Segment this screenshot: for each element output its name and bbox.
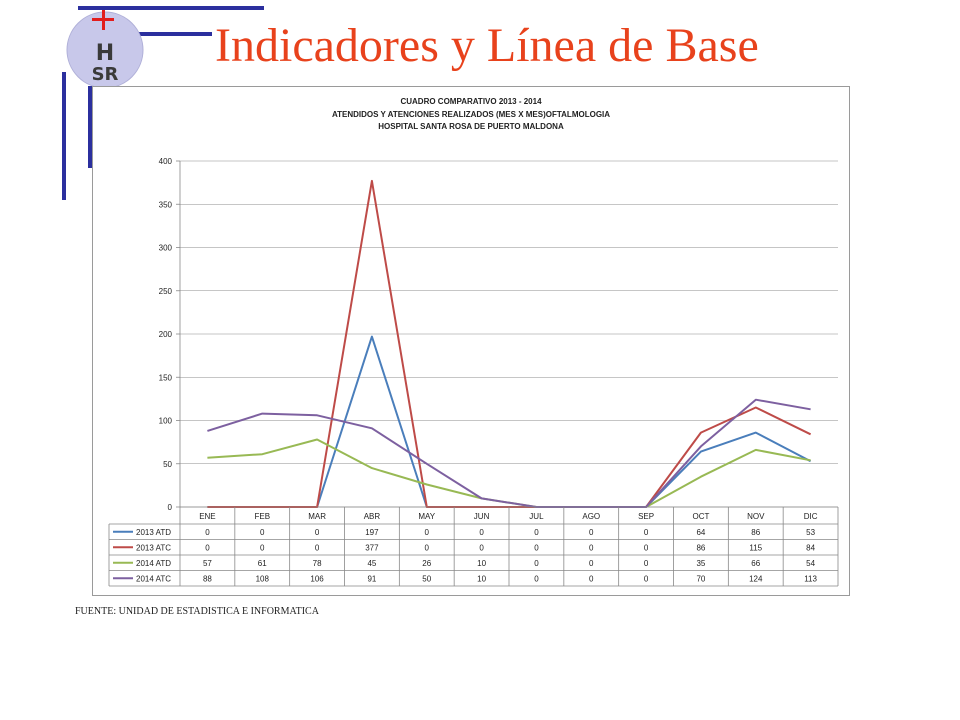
decor-line-left-inner bbox=[88, 86, 92, 168]
data-label-s4-ago: 0 bbox=[589, 574, 594, 583]
data-label-s2-may: 0 bbox=[425, 543, 430, 552]
series-line-2 bbox=[207, 179, 812, 508]
data-label-s2-jun: 0 bbox=[479, 543, 484, 552]
data-label-s1-feb: 0 bbox=[260, 528, 265, 537]
data-label-s3-sep: 0 bbox=[644, 559, 649, 568]
data-label-s3-ago: 0 bbox=[589, 559, 594, 568]
data-label-s3-nov: 66 bbox=[751, 559, 760, 568]
legend-label-1: 2013 ATD bbox=[136, 528, 171, 537]
data-label-s3-dic: 54 bbox=[806, 559, 815, 568]
chart-title: CUADRO COMPARATIVO 2013 - 2014 bbox=[400, 97, 542, 106]
legend-label-2: 2013 ATC bbox=[136, 543, 171, 552]
x-category-label-abr: ABR bbox=[364, 512, 381, 521]
data-label-s1-jul: 0 bbox=[534, 528, 539, 537]
data-label-s1-dic: 53 bbox=[806, 528, 815, 537]
data-label-s2-jul: 0 bbox=[534, 543, 539, 552]
decor-line-left bbox=[62, 72, 66, 200]
data-label-s4-oct: 70 bbox=[696, 574, 705, 583]
data-label-s2-ago: 0 bbox=[589, 543, 594, 552]
data-label-s4-abr: 91 bbox=[367, 574, 376, 583]
data-label-s4-sep: 0 bbox=[644, 574, 649, 583]
data-label-s1-mar: 0 bbox=[315, 528, 320, 537]
legend-label-4: 2014 ATC bbox=[136, 574, 171, 583]
y-tick-label-0: 0 bbox=[168, 503, 173, 512]
x-category-label-mar: MAR bbox=[308, 512, 326, 521]
data-label-s1-ago: 0 bbox=[589, 528, 594, 537]
data-label-s4-jul: 0 bbox=[534, 574, 539, 583]
data-label-s3-jun: 10 bbox=[477, 559, 486, 568]
y-tick-label-50: 50 bbox=[163, 460, 172, 469]
data-label-s4-feb: 108 bbox=[256, 574, 270, 583]
line-chart: CUADRO COMPARATIVO 2013 - 2014 ATENDIDOS … bbox=[108, 97, 839, 587]
chart-frame: CUADRO COMPARATIVO 2013 - 2014 ATENDIDOS … bbox=[92, 86, 850, 596]
data-label-s1-sep: 0 bbox=[644, 528, 649, 537]
data-label-s1-ene: 0 bbox=[205, 528, 210, 537]
x-category-label-dic: DIC bbox=[804, 512, 818, 521]
legend-label-3: 2014 ATD bbox=[136, 559, 171, 568]
data-label-s1-abr: 197 bbox=[365, 528, 379, 537]
data-label-s1-oct: 64 bbox=[696, 528, 705, 537]
series-line-4 bbox=[207, 398, 811, 508]
data-label-s4-may: 50 bbox=[422, 574, 431, 583]
data-label-s2-nov: 115 bbox=[749, 543, 762, 552]
data-label-s1-jun: 0 bbox=[479, 528, 484, 537]
y-tick-label-100: 100 bbox=[159, 417, 173, 426]
data-label-s3-feb: 61 bbox=[258, 559, 267, 568]
data-label-s3-jul: 0 bbox=[534, 559, 539, 568]
x-category-label-may: MAY bbox=[418, 512, 435, 521]
data-label-s3-may: 26 bbox=[422, 559, 431, 568]
data-label-s2-dic: 84 bbox=[806, 543, 815, 552]
data-label-s2-sep: 0 bbox=[644, 543, 649, 552]
slide-title: Indicadores y Línea de Base bbox=[215, 19, 759, 72]
svg-text:H: H bbox=[96, 41, 114, 66]
x-category-label-feb: FEB bbox=[254, 512, 270, 521]
y-tick-label-150: 150 bbox=[159, 373, 173, 382]
source-note: FUENTE: UNIDAD DE ESTADISTICA E INFORMAT… bbox=[75, 606, 319, 617]
data-label-s4-mar: 106 bbox=[310, 574, 324, 583]
x-category-label-oct: OCT bbox=[692, 512, 709, 521]
y-tick-label-350: 350 bbox=[159, 200, 173, 209]
data-label-s4-ene: 88 bbox=[203, 574, 212, 583]
data-label-s4-dic: 113 bbox=[804, 574, 817, 583]
y-tick-label-300: 300 bbox=[159, 244, 173, 253]
data-label-s1-may: 0 bbox=[425, 528, 430, 537]
data-label-s3-oct: 35 bbox=[696, 559, 705, 568]
chart-subtitle-1: ATENDIDOS Y ATENCIONES REALIZADOS (MES X… bbox=[332, 110, 610, 119]
data-label-s2-abr: 377 bbox=[365, 543, 379, 552]
data-label-s4-nov: 124 bbox=[749, 574, 763, 583]
decor-line-top-inner bbox=[128, 32, 212, 36]
data-label-s3-ene: 57 bbox=[203, 559, 212, 568]
x-category-label-ago: AGO bbox=[582, 512, 600, 521]
series-line-1 bbox=[207, 335, 812, 508]
data-label-s2-ene: 0 bbox=[205, 543, 210, 552]
chart-subtitle-2: HOSPITAL SANTA ROSA DE PUERTO MALDONA bbox=[378, 122, 564, 131]
x-category-label-nov: NOV bbox=[747, 512, 765, 521]
x-category-label-sep: SEP bbox=[638, 512, 654, 521]
svg-text:SR: SR bbox=[92, 64, 119, 85]
data-label-s1-nov: 86 bbox=[751, 528, 760, 537]
data-label-s2-feb: 0 bbox=[260, 543, 265, 552]
y-tick-label-400: 400 bbox=[159, 157, 173, 166]
hospital-logo: H SR bbox=[66, 10, 144, 89]
data-label-s3-abr: 45 bbox=[367, 559, 376, 568]
data-label-s4-jun: 10 bbox=[477, 574, 486, 583]
x-category-label-ene: ENE bbox=[199, 512, 215, 521]
series-line-3 bbox=[207, 438, 811, 508]
decor-line-top bbox=[78, 6, 264, 10]
y-tick-label-200: 200 bbox=[159, 330, 173, 339]
data-label-s2-oct: 86 bbox=[696, 543, 705, 552]
data-label-s2-mar: 0 bbox=[315, 543, 320, 552]
data-label-s3-mar: 78 bbox=[313, 559, 322, 568]
y-tick-label-250: 250 bbox=[159, 287, 173, 296]
x-category-label-jun: JUN bbox=[474, 512, 490, 521]
x-category-label-jul: JUL bbox=[529, 512, 544, 521]
